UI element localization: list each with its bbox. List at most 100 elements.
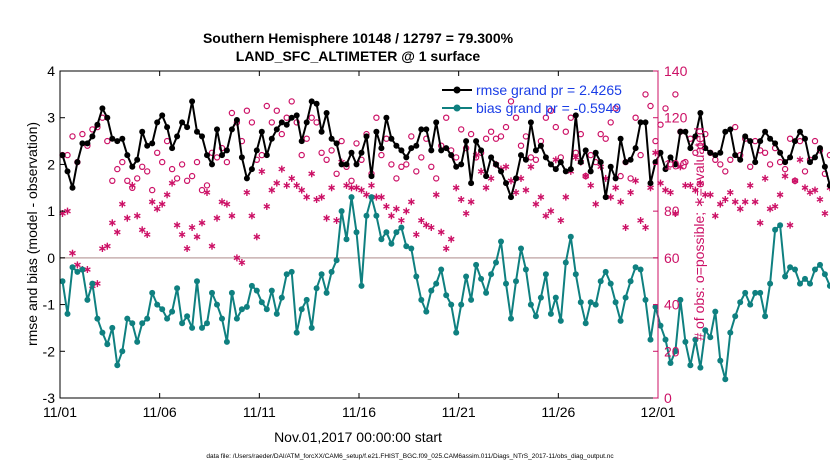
obs-evaluated-marker xyxy=(388,212,395,220)
obs-evaluated-marker xyxy=(582,172,590,180)
series-point-1 xyxy=(283,271,290,278)
series-point-0 xyxy=(303,119,310,126)
series-point-1 xyxy=(423,308,430,315)
obs-possible-marker xyxy=(732,123,739,131)
series-point-1 xyxy=(209,289,215,296)
series-point-0 xyxy=(582,147,589,154)
series-point-0 xyxy=(577,159,584,166)
series-point-0 xyxy=(164,124,171,131)
series-point-0 xyxy=(737,156,744,163)
obs-evaluated-marker xyxy=(193,233,201,241)
obs-evaluated-marker xyxy=(133,212,141,220)
obs-evaluated-marker xyxy=(138,226,146,234)
series-point-1 xyxy=(228,289,235,296)
y-right-tick-label: 60 xyxy=(664,250,680,266)
obs-possible-marker xyxy=(413,168,420,175)
obs-possible-marker xyxy=(682,158,689,166)
y-tick-label: 1 xyxy=(47,203,55,219)
series-point-1 xyxy=(622,294,629,301)
series-point-0 xyxy=(712,152,719,159)
series-point-1 xyxy=(592,301,599,308)
series-point-0 xyxy=(243,175,250,182)
series-point-1 xyxy=(204,320,210,327)
y-axis-ticks: -3 -2 -1 0 1 2 3 4 xyxy=(43,63,65,406)
obs-evaluated-marker xyxy=(726,189,734,196)
obs-evaluated-marker xyxy=(363,191,370,199)
series-point-0 xyxy=(413,142,420,149)
series-point-0 xyxy=(333,140,340,147)
series-point-0 xyxy=(124,152,131,159)
obs-evaluated-marker xyxy=(437,228,445,236)
obs-possible-marker xyxy=(497,133,505,140)
series-point-1 xyxy=(702,327,709,334)
series-point-1 xyxy=(418,296,425,303)
series-point-1 xyxy=(408,245,415,252)
obs-possible-marker xyxy=(512,114,520,121)
obs-possible-marker xyxy=(138,163,146,170)
obs-possible-marker xyxy=(487,128,495,135)
obs-evaluated-marker xyxy=(323,214,330,222)
series-point-0 xyxy=(248,166,255,173)
obs-possible-marker xyxy=(408,133,415,140)
obs-evaluated-marker xyxy=(128,181,136,189)
x-tick-label: 12/01 xyxy=(640,404,675,420)
series-point-1 xyxy=(129,320,136,327)
obs-evaluated-marker xyxy=(766,205,774,213)
obs-possible-marker xyxy=(168,165,176,173)
series-point-1 xyxy=(268,287,275,294)
obs-possible-marker xyxy=(328,147,335,154)
series-point-1 xyxy=(737,299,744,306)
series-point-0 xyxy=(787,154,794,161)
series-point-0 xyxy=(587,168,594,175)
obs-evaluated-marker xyxy=(761,174,769,182)
series-point-1 xyxy=(612,299,619,306)
obs-evaluated-marker xyxy=(736,205,744,213)
obs-possible-marker xyxy=(69,133,76,140)
obs-possible-marker xyxy=(228,109,236,117)
series-point-1 xyxy=(567,233,574,240)
series-point-1 xyxy=(732,313,739,320)
legend-bias-label: bias grand pr = -0.5949 xyxy=(476,100,621,116)
series-point-1 xyxy=(338,208,345,215)
series-point-0 xyxy=(144,142,151,149)
obs-possible-marker xyxy=(662,105,669,112)
legend: rmse grand pr = 2.4265 bias grand pr = -… xyxy=(442,82,622,116)
obs-markers-layer xyxy=(59,91,830,290)
series-point-1 xyxy=(388,240,395,247)
series-point-1 xyxy=(667,360,674,366)
series-point-1 xyxy=(518,245,524,252)
obs-evaluated-marker xyxy=(667,189,674,196)
obs-evaluated-marker xyxy=(607,193,615,201)
obs-possible-marker xyxy=(198,186,206,194)
series-point-0 xyxy=(79,140,86,147)
series-point-1 xyxy=(762,313,769,320)
series-point-1 xyxy=(383,229,390,236)
series-point-0 xyxy=(547,161,554,168)
series-point-0 xyxy=(458,161,465,168)
series-point-0 xyxy=(94,121,101,128)
obs-evaluated-marker xyxy=(721,196,729,203)
series-point-0 xyxy=(812,154,818,161)
series-point-0 xyxy=(139,128,146,135)
series-point-1 xyxy=(413,273,420,280)
obs-evaluated-marker xyxy=(123,214,131,222)
series-point-1 xyxy=(802,275,808,282)
series-point-0 xyxy=(228,126,235,133)
obs-possible-marker xyxy=(467,130,475,138)
series-point-1 xyxy=(119,348,126,355)
series-point-1 xyxy=(104,341,111,348)
series-point-0 xyxy=(817,145,823,152)
y-tick-label: 2 xyxy=(47,156,55,172)
obs-possible-marker xyxy=(303,135,310,142)
series-point-0 xyxy=(418,126,425,133)
series-point-0 xyxy=(89,133,96,140)
series-point-0 xyxy=(169,145,176,152)
obs-possible-marker xyxy=(482,135,490,142)
series-point-0 xyxy=(74,159,81,166)
obs-possible-marker xyxy=(348,177,355,184)
series-point-1 xyxy=(174,285,181,292)
series-point-1 xyxy=(258,299,265,306)
obs-possible-marker xyxy=(786,135,794,142)
obs-evaluated-marker xyxy=(791,177,799,185)
y-tick-label: -2 xyxy=(43,343,56,359)
